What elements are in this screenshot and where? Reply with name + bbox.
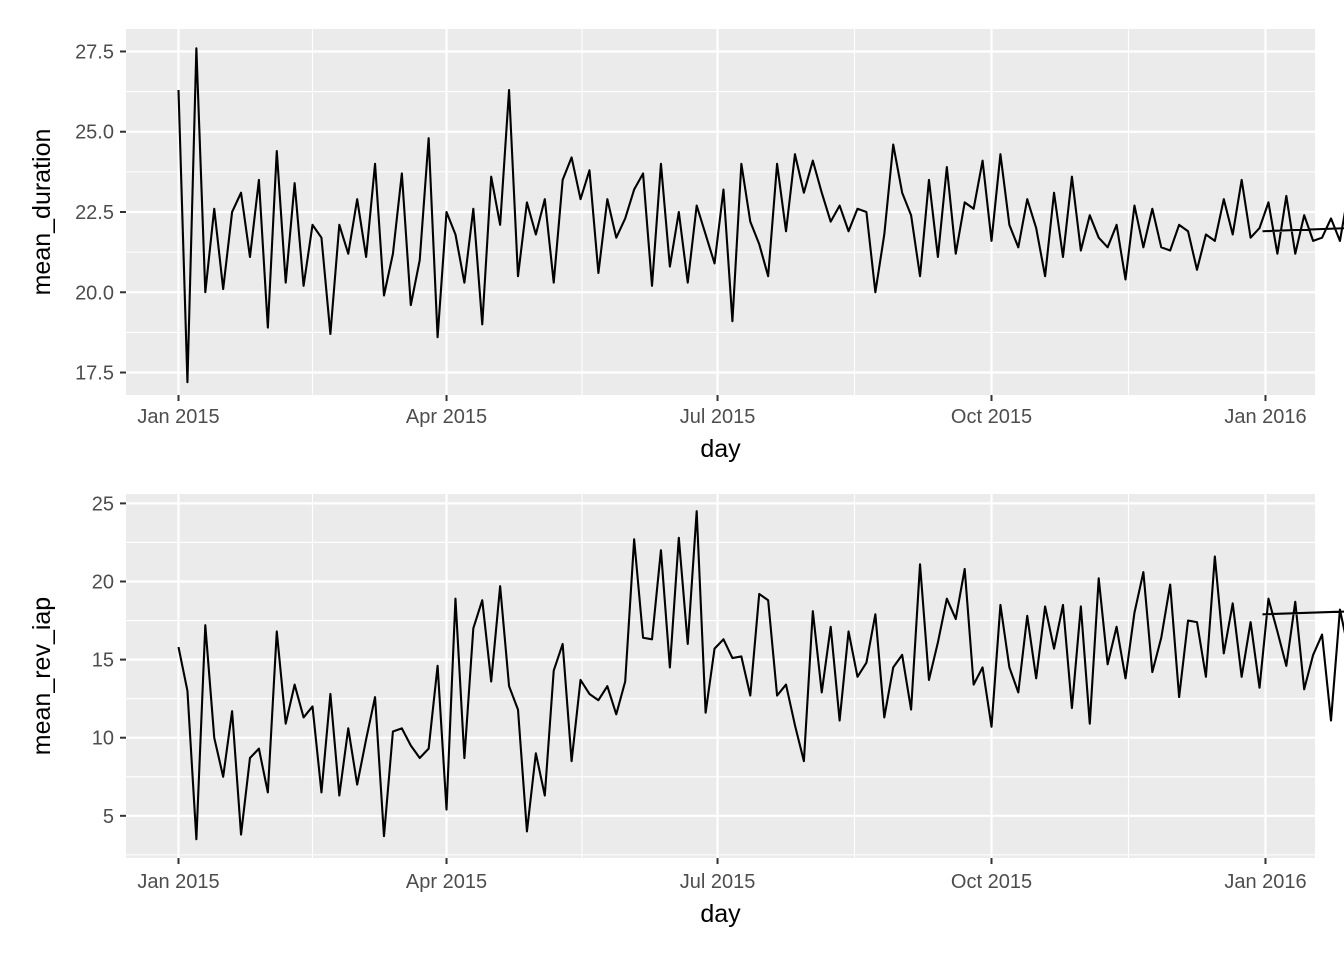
x-axis-title: day: [700, 435, 741, 463]
x-tick-label: Jan 2016: [1224, 871, 1306, 893]
x-tick-label: Jan 2016: [1224, 406, 1306, 428]
y-tick-label: 20.0: [75, 282, 114, 304]
x-tick-label: Jul 2015: [680, 871, 756, 893]
y-tick-label: 20: [92, 571, 114, 593]
x-tick-label: Jul 2015: [680, 406, 756, 428]
y-tick-label: 22.5: [75, 202, 114, 224]
y-tick-label: 10: [92, 728, 114, 750]
y-tick-label: 17.5: [75, 363, 114, 385]
y-tick-label: 5: [103, 806, 114, 828]
y-tick-label: 25.0: [75, 122, 114, 144]
y-tick-label: 25: [92, 493, 114, 515]
x-tick-label: Apr 2015: [406, 406, 487, 428]
y-axis-title: mean_duration: [28, 129, 56, 296]
chart-panel-1: 17.5 20.0 22.5 25.0 27.5 Jan 2015 Apr 2015 Jul …: [28, 29, 1344, 463]
chart-panel-2: 5 10 15 20 25 Jan 2015 Apr 2015 Jul 2015 Oct 201…: [28, 493, 1344, 928]
x-tick-label: Apr 2015: [406, 871, 487, 893]
y-axis-title: mean_rev_iap: [28, 597, 56, 755]
x-tick-label: Oct 2015: [951, 406, 1032, 428]
x-axis-title: day: [700, 900, 741, 928]
x-tick-label: Oct 2015: [951, 871, 1032, 893]
panel-background: [126, 494, 1315, 858]
y-tick-label: 15: [92, 650, 114, 672]
x-tick-label: Jan 2015: [137, 406, 219, 428]
y-tick-label: 27.5: [75, 41, 114, 63]
x-tick-label: Jan 2015: [137, 871, 219, 893]
